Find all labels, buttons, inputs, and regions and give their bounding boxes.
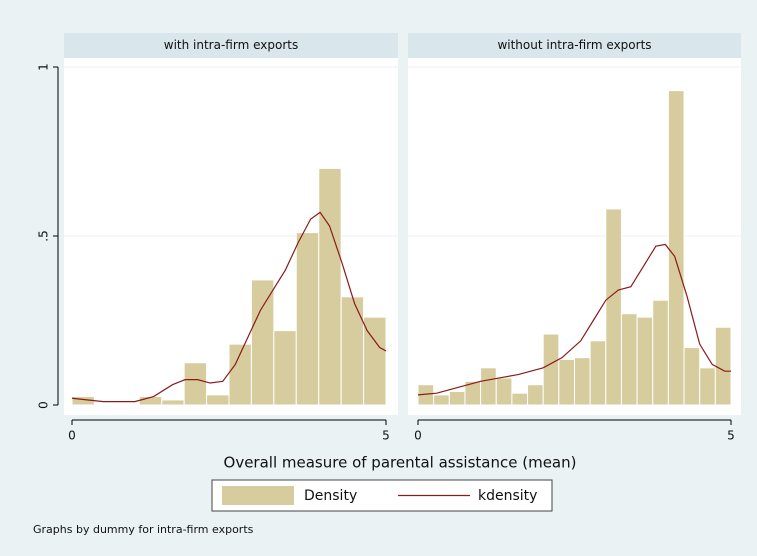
bar bbox=[448, 390, 466, 406]
bar bbox=[206, 394, 230, 406]
bar bbox=[589, 340, 607, 406]
bar bbox=[652, 299, 669, 406]
bar bbox=[558, 358, 575, 406]
bar bbox=[605, 208, 622, 406]
x-tick-label: 5 bbox=[382, 429, 390, 443]
header-band bbox=[408, 33, 741, 58]
bar bbox=[542, 333, 560, 406]
y-tick-label: .5 bbox=[37, 230, 51, 241]
legend-label: Density bbox=[304, 488, 357, 504]
y-tick-label: 1 bbox=[37, 63, 51, 71]
panel-title: without intra-firm exports bbox=[497, 38, 651, 52]
bar bbox=[511, 392, 529, 406]
bar bbox=[273, 330, 297, 406]
bar bbox=[636, 316, 654, 406]
bar bbox=[363, 316, 387, 406]
note: Graphs by dummy for intra-firm exports bbox=[33, 523, 254, 536]
bar bbox=[714, 326, 732, 406]
bar bbox=[620, 313, 638, 406]
x-axis-label: Overall measure of parental assistance (… bbox=[224, 454, 577, 472]
bar bbox=[527, 384, 544, 406]
bar bbox=[683, 347, 701, 406]
x-tick-label: 5 bbox=[727, 429, 735, 443]
bar bbox=[161, 399, 185, 406]
kdensity-line bbox=[417, 243, 731, 396]
y-tick-label: 0 bbox=[37, 401, 51, 409]
bar bbox=[495, 377, 513, 406]
bar bbox=[667, 90, 685, 406]
legend-swatch bbox=[222, 486, 294, 505]
bar bbox=[250, 279, 275, 406]
header-band bbox=[64, 33, 398, 58]
bar bbox=[318, 167, 342, 406]
bar bbox=[295, 232, 320, 406]
panel-title: with intra-firm exports bbox=[164, 38, 298, 52]
bar bbox=[480, 367, 497, 406]
kdensity-line bbox=[71, 211, 387, 403]
bar bbox=[574, 357, 591, 406]
x-tick-label: 0 bbox=[68, 429, 76, 443]
legend-label: kdensity bbox=[478, 488, 537, 504]
bar bbox=[699, 367, 716, 406]
bar bbox=[340, 296, 365, 406]
x-tick-label: 0 bbox=[414, 429, 422, 443]
bar bbox=[433, 394, 450, 406]
bar bbox=[183, 362, 208, 406]
